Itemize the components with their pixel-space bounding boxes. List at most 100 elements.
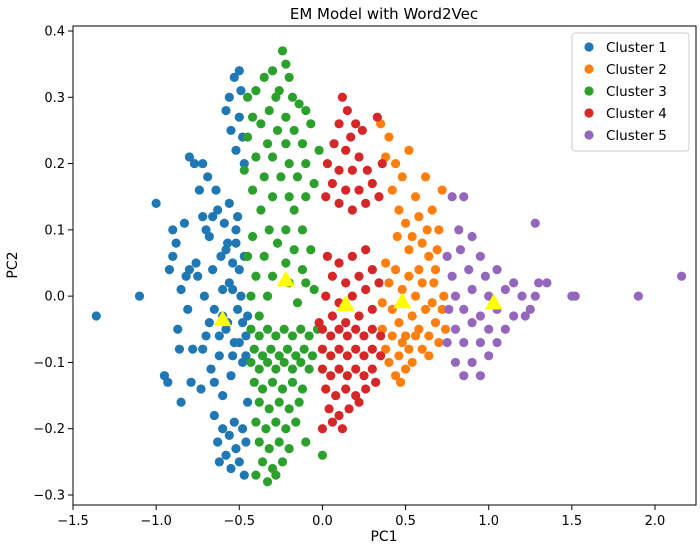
data-point: [354, 311, 364, 321]
data-point: [231, 145, 241, 155]
data-point: [500, 284, 510, 295]
data-point: [301, 105, 311, 116]
data-point: [492, 337, 502, 348]
data-point: [231, 444, 241, 454]
data-point: [267, 192, 278, 202]
data-point: [168, 225, 178, 235]
data-point: [361, 198, 371, 208]
data-point: [321, 291, 331, 301]
data-point: [289, 125, 299, 136]
data-point: [281, 225, 291, 235]
data-point: [309, 284, 319, 295]
data-point: [234, 457, 244, 467]
data-point: [407, 311, 417, 321]
data-point: [284, 158, 294, 169]
data-point: [262, 477, 273, 487]
data-point: [251, 271, 261, 281]
data-point: [417, 278, 427, 288]
data-point: [484, 291, 494, 301]
data-point: [254, 397, 264, 407]
series-cluster-1: [91, 66, 253, 480]
data-point: [246, 291, 256, 301]
data-point: [279, 324, 289, 334]
data-point: [359, 371, 369, 381]
data-point: [410, 291, 421, 301]
data-point: [530, 218, 540, 228]
x-tick-label: 0.0: [312, 514, 333, 529]
data-point: [427, 205, 437, 215]
data-point: [317, 424, 328, 434]
data-point: [381, 258, 391, 268]
data-point: [397, 172, 407, 182]
data-point: [221, 105, 231, 116]
data-point: [309, 178, 319, 189]
data-point: [287, 364, 298, 374]
legend-marker: [584, 130, 594, 140]
data-point: [467, 318, 477, 328]
data-point: [434, 225, 444, 235]
data-point: [354, 271, 364, 281]
data-point: [257, 457, 268, 467]
data-point: [228, 284, 238, 295]
data-point: [492, 265, 502, 275]
data-point: [400, 218, 411, 228]
data-point: [317, 344, 328, 354]
data-point: [520, 311, 530, 321]
centroid-markers: [213, 270, 503, 327]
data-point: [307, 351, 318, 361]
data-point: [238, 318, 248, 328]
data-point: [249, 377, 259, 387]
data-point: [299, 344, 309, 354]
data-point: [314, 145, 324, 155]
data-point: [351, 324, 361, 334]
data-point: [206, 364, 216, 374]
data-point: [251, 152, 261, 162]
data-point: [467, 231, 477, 242]
y-tick-label: 0.4: [44, 25, 65, 40]
y-tick-label: −0.1: [33, 356, 65, 371]
data-point: [284, 404, 294, 414]
data-point: [181, 271, 191, 281]
x-tick-label: −0.5: [223, 514, 255, 529]
centroid-marker: [393, 292, 412, 309]
data-point: [334, 364, 344, 374]
data-point: [301, 158, 311, 169]
data-point: [301, 192, 311, 202]
data-point: [447, 271, 457, 281]
data-point: [442, 337, 452, 348]
data-point: [247, 112, 258, 122]
data-point: [326, 331, 336, 341]
data-point: [213, 205, 223, 215]
data-point: [334, 344, 344, 354]
data-point: [376, 351, 386, 361]
data-point: [351, 119, 361, 129]
data-point: [228, 258, 238, 268]
data-point: [224, 198, 234, 208]
data-point: [459, 371, 469, 381]
data-point: [321, 192, 331, 202]
data-point: [297, 265, 308, 275]
data-point: [377, 298, 387, 308]
data-point: [464, 265, 474, 275]
data-point: [274, 437, 284, 447]
data-point: [361, 384, 371, 394]
data-point: [417, 238, 427, 248]
data-point: [337, 424, 347, 434]
data-point: [422, 225, 432, 235]
data-point: [534, 278, 544, 288]
data-point: [272, 125, 283, 136]
legend-marker: [584, 64, 594, 74]
data-point: [264, 404, 274, 414]
data-point: [304, 364, 314, 374]
data-point: [404, 271, 414, 281]
data-point: [246, 357, 256, 368]
x-tick-label: 1.0: [478, 514, 499, 529]
data-point: [327, 271, 338, 281]
data-point: [301, 437, 311, 447]
data-point: [297, 384, 308, 394]
centroid-marker: [213, 310, 232, 327]
data-point: [346, 132, 356, 142]
data-point: [208, 212, 218, 222]
data-point: [374, 278, 384, 288]
data-point: [282, 344, 293, 354]
